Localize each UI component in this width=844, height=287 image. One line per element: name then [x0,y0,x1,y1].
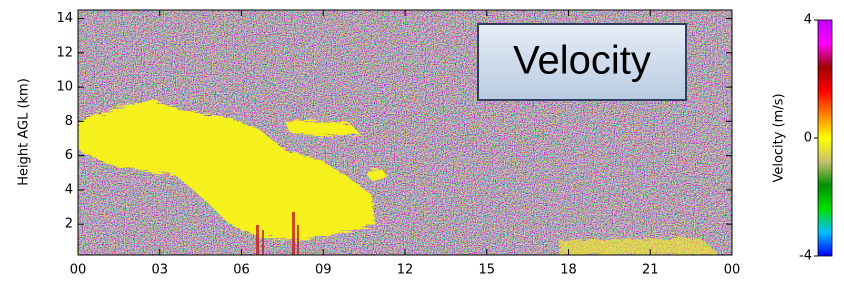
y-tick-label: 6 [65,148,73,163]
x-tick-label: 09 [315,263,332,278]
x-tick-label: 00 [724,263,741,278]
x-tick-label: 03 [151,263,168,278]
x-tick-label: 06 [233,263,250,278]
annotation: Velocity [513,39,651,83]
y-axis-label: Height AGL (km) [17,78,32,186]
y-tick-label: 12 [56,45,73,60]
colorbar [818,20,832,256]
colorbar-tick-label: 0 [804,131,812,146]
chart: Velocity Height AGL (km) Velocity (m/s) … [0,0,844,283]
x-tick-label: 18 [560,263,577,278]
colorbar-tick-label: 4 [804,13,812,28]
y-tick-label: 8 [65,114,73,129]
y-tick-label: 10 [56,80,73,95]
x-tick-label: 15 [478,263,495,278]
colorbar-tick-label: -4 [799,249,812,264]
colorbar-label: Velocity (m/s) [772,93,787,182]
y-tick-label: 14 [56,11,73,26]
x-tick-label: 00 [70,263,87,278]
x-tick-label: 12 [397,263,414,278]
y-tick-label: 4 [65,182,73,197]
x-tick-label: 21 [642,263,659,278]
y-tick-label: 2 [65,217,73,232]
